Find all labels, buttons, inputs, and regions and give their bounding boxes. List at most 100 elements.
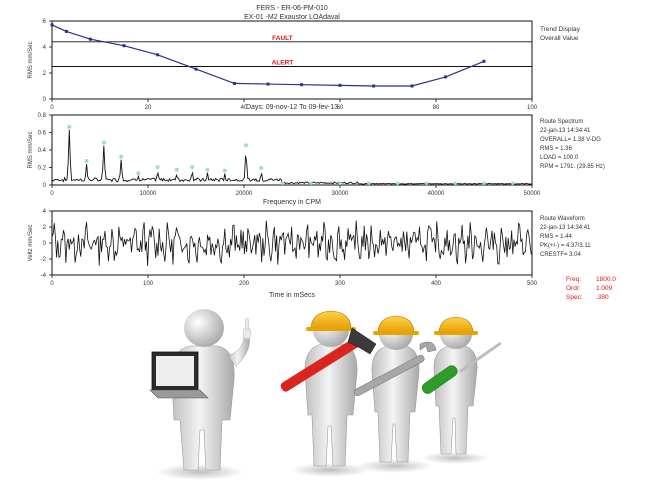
- spectrum-harmonic-marker: [482, 181, 486, 186]
- helmet-brim: [434, 331, 478, 335]
- trend-point: [50, 23, 54, 27]
- readout-value: 1800.0: [596, 276, 616, 283]
- screwdriver-icon: [421, 341, 502, 394]
- readout-label: Spec:: [566, 294, 583, 301]
- waveform-info-line: Route Waveform: [540, 216, 585, 222]
- waveform-series: [51, 220, 532, 266]
- spectrum-x-tick-label: 20000: [236, 191, 253, 197]
- hammer-icon: [280, 327, 377, 392]
- spectrum-plot-frame: [51, 114, 533, 186]
- trend-x-tick-label: 80: [433, 105, 440, 111]
- wrench-icon: [353, 341, 437, 397]
- waveform-x-tick-label: 200: [239, 281, 250, 287]
- waveform-xlabel: Time in mSecs: [269, 292, 316, 299]
- spectrum-peak-marker: [259, 166, 264, 170]
- spectrum-y-tick-label: 0.4: [38, 148, 47, 154]
- trend-x-tick-label: 20: [145, 105, 152, 111]
- trend-info-line-1: Trend Display: [540, 26, 581, 33]
- trend-point: [266, 82, 270, 86]
- spectrum-peak-marker: [119, 154, 124, 159]
- cursor-readouts: Freq: 1800.0 Ordr: 1.009 Spec: .380: [566, 276, 616, 301]
- trend-x-ticks: 0 20 40 60 80 100: [50, 99, 538, 111]
- waveform-x-tick-label: 400: [431, 281, 442, 287]
- laptop-screen-glass: [156, 356, 194, 386]
- waveform-info-line: PK(+/-) = 4.37/3.11: [540, 243, 591, 249]
- trend-point: [122, 44, 126, 48]
- waveform-x-ticks: 0 100 200 300 400 500: [50, 275, 538, 287]
- spectrum-x-tick-label: 30000: [332, 191, 349, 197]
- spectrum-info-line: RMS = 1.36: [540, 146, 573, 152]
- trend-point: [64, 29, 68, 33]
- spectrum-peak-marker: [190, 165, 195, 170]
- trend-x-tick-label: 40: [241, 105, 248, 111]
- trend-series: [50, 23, 486, 88]
- spectrum-harmonic-marker: [453, 181, 458, 186]
- spectrum-peak-marker: [205, 167, 210, 172]
- readout-value: .380: [596, 294, 609, 301]
- readout-label: Freq:: [566, 276, 581, 283]
- spectrum-info-line: OVERALL= 1.38 V-DG: [540, 137, 601, 143]
- waveform-info-line: 22-jan-13 14:34:41: [540, 225, 591, 231]
- waveform-info-line: RMS = 1.44: [540, 234, 573, 240]
- ground-shadow: [290, 463, 370, 477]
- readout-value: 1.009: [596, 285, 613, 292]
- ground-shadow: [421, 452, 489, 464]
- spectrum-harmonic-marker: [309, 181, 314, 186]
- trend-point: [88, 37, 92, 41]
- waveform-x-tick-label: 100: [143, 281, 154, 287]
- chart-title: FERS - ER-06-PM-010: [256, 5, 328, 12]
- spectrum-harmonic-marker: [338, 181, 342, 186]
- waveform-x-tick-label: 500: [527, 281, 538, 287]
- spectrum-x-tick-label: 10000: [140, 191, 157, 197]
- spectrum-peak-marker: [67, 124, 72, 129]
- chart-subtitle: EX-01 -M2 Exaustor LOAdaval: [244, 14, 340, 21]
- figure-with-laptop: [149, 309, 252, 471]
- figure-body: [433, 345, 478, 455]
- spectrum-info-line: 22-jan-13 14:34:41: [540, 128, 591, 134]
- figure-body: [304, 343, 358, 467]
- spectrum-x-tick-label: 0: [50, 191, 54, 197]
- laptop-base: [149, 389, 209, 399]
- spectrum-peak-marker: [84, 159, 89, 163]
- spectrum-info: Route Spectrum 22-jan-13 14:34:41 OVERALL=…: [540, 119, 605, 170]
- trend-x-tick-label: 60: [337, 105, 344, 111]
- trend-plot-frame: [51, 20, 533, 100]
- spectrum-harmonic-marker: [424, 181, 429, 186]
- waveform-y-tick-label: 2: [43, 225, 47, 231]
- ground-shadow: [357, 459, 433, 473]
- waveform-ylabel: Veltz mm/Sec: [28, 225, 34, 262]
- wrench-jaw: [419, 341, 437, 353]
- helmet-brim: [373, 331, 419, 335]
- spectrum-harmonic-marker: [280, 181, 285, 186]
- spectrum-y-tick-label: 0.8: [38, 113, 47, 119]
- spectrum-info-line: Route Spectrum: [540, 119, 583, 125]
- waveform-y-tick-label: 0: [43, 241, 47, 247]
- spectrum-peak-marker: [101, 140, 106, 145]
- spectrum-y-ticks: 0 0.2 0.4 0.6 0.8: [38, 113, 52, 189]
- waveform-y-tick-label: 4: [43, 209, 47, 215]
- spectrum-peak-marker: [155, 165, 160, 170]
- waveform-y-ticks: -4 -2 0 2 4: [41, 209, 52, 279]
- trend-y-tick-label: 0: [43, 97, 47, 103]
- trend-x-tick-label: 0: [50, 105, 54, 111]
- waveform-y-tick-label: -2: [41, 257, 47, 263]
- spectrum-peak-marker: [222, 168, 227, 173]
- alarm-label: ALERT: [272, 60, 294, 67]
- waveform-y-tick-label: -4: [41, 273, 47, 279]
- screwdriver-handle: [421, 365, 458, 394]
- trend-alarm-lines: FAULT ALERT: [52, 35, 532, 67]
- trend-point: [232, 81, 236, 85]
- trend-line: [51, 24, 485, 87]
- hammer-handle: [280, 338, 360, 392]
- trend-point: [372, 84, 376, 88]
- spectrum-peak-marker: [136, 171, 141, 176]
- spectrum-y-tick-label: 0: [43, 183, 47, 189]
- readout-label: Ordr:: [566, 285, 581, 292]
- spectrum-ylabel: RMS mm/Sec: [28, 131, 34, 168]
- trend-y-tick-label: 4: [43, 45, 47, 51]
- spectrum-y-tick-label: 0.2: [38, 166, 47, 172]
- trend-point: [156, 53, 160, 57]
- figure-with-hammer: [280, 310, 377, 467]
- waveform-info: Route Waveform 22-jan-13 14:34:41 RMS = 1.…: [540, 216, 591, 258]
- waveform-x-tick-label: 300: [335, 281, 346, 287]
